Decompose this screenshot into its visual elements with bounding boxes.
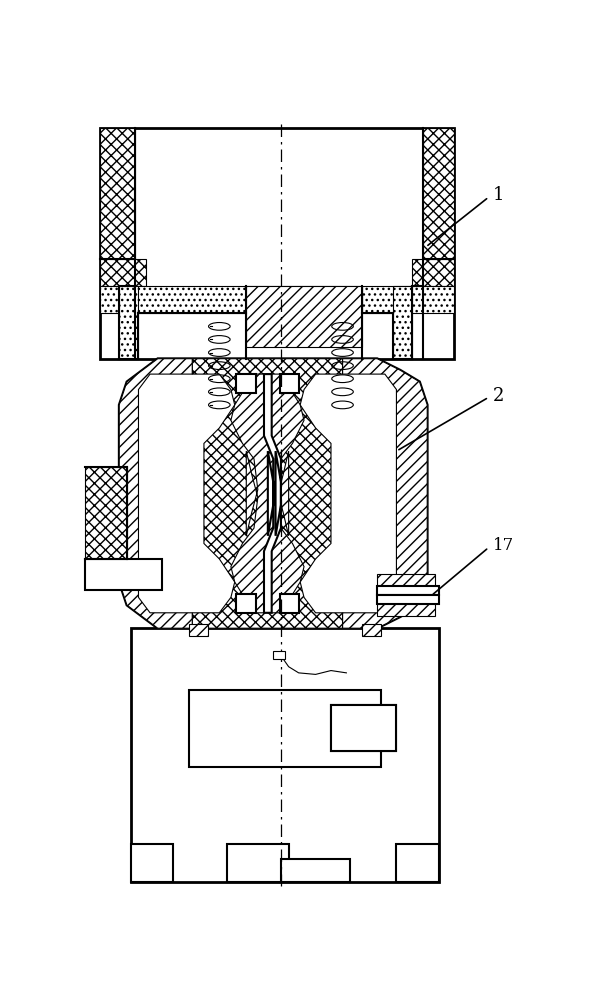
Polygon shape: [331, 705, 396, 751]
Bar: [331, 705, 396, 751]
Bar: [377, 595, 439, 604]
Bar: [84, 559, 162, 590]
Bar: [236, 374, 256, 393]
Bar: [131, 844, 173, 882]
Bar: [246, 286, 362, 312]
Bar: [280, 594, 300, 613]
Bar: [393, 286, 412, 359]
Bar: [412, 259, 454, 286]
Bar: [119, 286, 139, 359]
Polygon shape: [192, 359, 343, 628]
Bar: [227, 844, 289, 882]
Polygon shape: [119, 359, 192, 628]
Bar: [100, 128, 454, 359]
Polygon shape: [231, 374, 304, 613]
Bar: [84, 466, 127, 559]
Text: 2: 2: [493, 387, 504, 405]
Bar: [236, 594, 256, 613]
Bar: [377, 574, 435, 586]
Bar: [100, 128, 134, 259]
Bar: [189, 624, 208, 636]
Bar: [423, 128, 454, 259]
Text: 17: 17: [493, 537, 514, 554]
Bar: [273, 651, 285, 659]
Bar: [100, 286, 246, 312]
Bar: [362, 624, 381, 636]
Bar: [396, 844, 439, 882]
Bar: [280, 374, 300, 393]
Bar: [189, 690, 381, 767]
Bar: [100, 259, 146, 286]
Text: 1: 1: [493, 186, 504, 204]
Bar: [281, 859, 350, 882]
Bar: [246, 286, 362, 347]
Polygon shape: [119, 359, 428, 628]
Polygon shape: [264, 374, 281, 613]
Bar: [377, 604, 435, 616]
Bar: [131, 628, 439, 882]
Bar: [362, 286, 454, 312]
Polygon shape: [343, 359, 428, 628]
Bar: [377, 586, 439, 595]
